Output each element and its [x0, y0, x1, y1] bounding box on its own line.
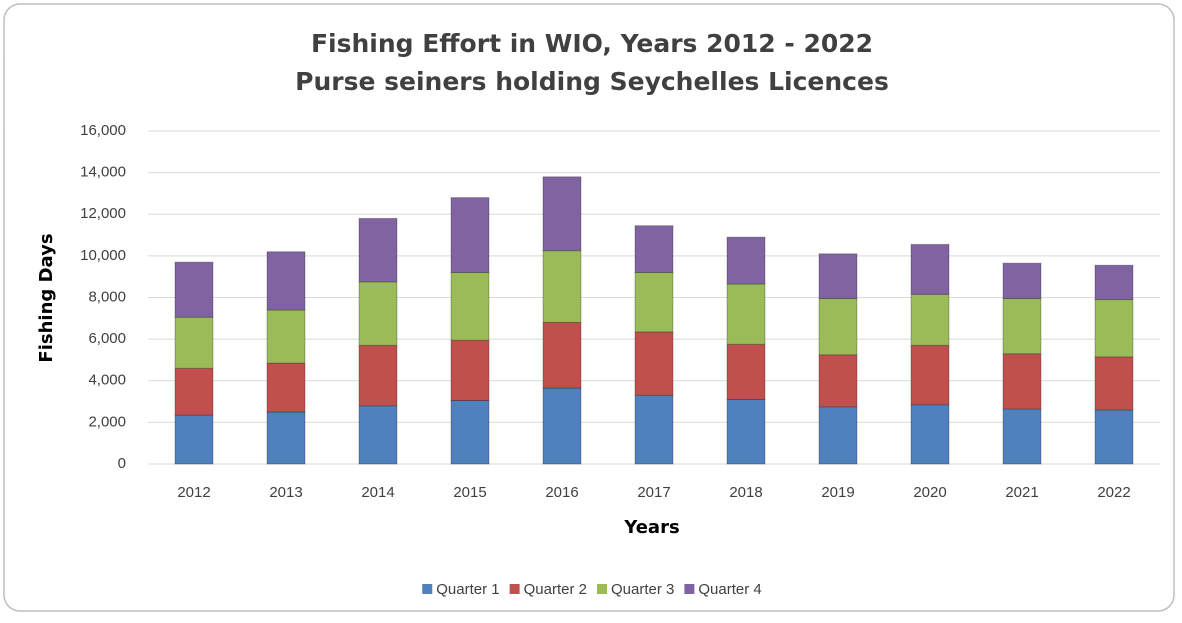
- bar-segment: [818, 253, 858, 300]
- bar-segment: [634, 272, 674, 333]
- legend-label: Quarter 4: [698, 581, 761, 598]
- x-tick-label: 2018: [729, 484, 762, 501]
- bar-segment: [450, 400, 490, 465]
- legend-swatch: [509, 584, 520, 594]
- bar-segment: [358, 344, 398, 407]
- bar-segment: [634, 331, 674, 396]
- y-tick-label: 6,000: [88, 330, 126, 347]
- bar-segment: [542, 176, 582, 252]
- bar-segment: [174, 414, 214, 465]
- bar-segment: [266, 251, 306, 311]
- x-tick-label: 2015: [453, 484, 486, 501]
- bar-segment: [542, 321, 582, 389]
- x-tick-label: 2012: [177, 484, 210, 501]
- bar-segment: [726, 343, 766, 400]
- y-tick-label: 10,000: [80, 247, 126, 264]
- x-tick-label: 2017: [637, 484, 670, 501]
- bar-segment: [726, 283, 766, 345]
- x-tick-label: 2020: [913, 484, 946, 501]
- bar-segment: [358, 281, 398, 346]
- x-axis-label: Years: [623, 517, 679, 538]
- bar-segment: [358, 217, 398, 283]
- chart-title: Fishing Effort in WIO, Years 2012 - 2022: [311, 29, 873, 58]
- bar-segment: [1094, 356, 1134, 411]
- bar-segment: [634, 394, 674, 465]
- y-axis-label: Fishing Days: [36, 233, 57, 362]
- bar-segment: [910, 344, 950, 406]
- y-tick-label: 4,000: [88, 372, 126, 389]
- bar-segment: [1002, 262, 1042, 300]
- bar-segment: [542, 250, 582, 323]
- x-tick-label: 2022: [1097, 484, 1130, 501]
- bar-segment: [726, 398, 766, 465]
- bar-segment: [174, 316, 214, 369]
- x-tick-label: 2019: [821, 484, 854, 501]
- bar-segment: [910, 293, 950, 346]
- bar-segment: [818, 298, 858, 356]
- legend-swatch: [597, 584, 607, 594]
- legend-label: Quarter 2: [524, 581, 587, 598]
- bar-segment: [450, 272, 490, 341]
- legend-swatch: [422, 584, 433, 594]
- legend-label: Quarter 1: [436, 581, 499, 598]
- bar-segment: [266, 362, 306, 413]
- bar-segment: [174, 261, 214, 318]
- y-tick-label: 8,000: [88, 288, 126, 305]
- x-tick-label: 2021: [1005, 484, 1038, 501]
- bar-segment: [818, 406, 858, 465]
- y-tick-label: 12,000: [80, 205, 126, 222]
- bar-segment: [1002, 353, 1042, 410]
- y-tick-label: 2,000: [88, 413, 126, 430]
- bar-segment: [266, 309, 306, 364]
- bar-segment: [1094, 409, 1134, 465]
- bar-segment: [1094, 299, 1134, 358]
- y-tick-label: 16,000: [80, 122, 126, 139]
- bar-segment: [450, 339, 490, 402]
- bar-segment: [726, 236, 766, 285]
- bar-segment: [634, 225, 674, 274]
- y-tick-label: 14,000: [80, 164, 126, 181]
- bar-segment: [910, 404, 950, 465]
- legend-swatch: [684, 584, 695, 594]
- chart-subtitle: Purse seiners holding Seychelles Licence…: [295, 67, 889, 96]
- bar-segment: [910, 243, 950, 295]
- bar-segment: [542, 387, 582, 465]
- y-tick-label: 0: [118, 455, 126, 472]
- x-tick-label: 2013: [269, 484, 302, 501]
- bar-segment: [818, 354, 858, 408]
- bar-segment: [1002, 298, 1042, 355]
- bar-segment: [1094, 264, 1134, 301]
- bar-segment: [450, 197, 490, 274]
- x-tick-label: 2014: [361, 484, 394, 501]
- bar-segment: [174, 367, 214, 416]
- legend-label: Quarter 3: [611, 581, 674, 598]
- x-tick-label: 2016: [545, 484, 578, 501]
- bar-segment: [358, 405, 398, 465]
- bar-segment: [1002, 408, 1042, 465]
- bar-segment: [266, 411, 306, 465]
